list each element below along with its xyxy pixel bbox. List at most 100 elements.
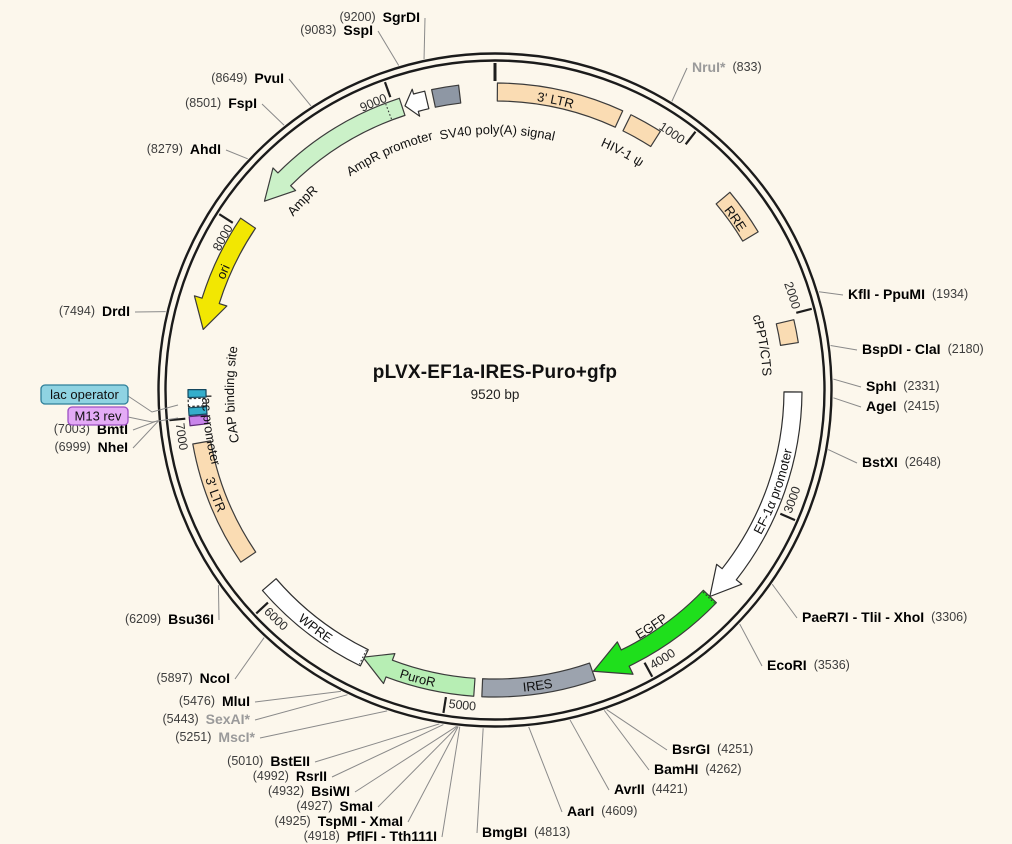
site-label: SphI (2331) [866, 378, 939, 394]
feature-label-cap-binding-site: CAP binding site [222, 345, 242, 444]
site-drdi[interactable]: (7494) DrdI [59, 303, 166, 319]
site-tspmixmai[interactable]: (4925) TspMI - XmaI [275, 726, 459, 829]
site-label: (5010) BstEII [227, 753, 310, 769]
tick-4000 [643, 662, 654, 678]
feature-sv40-polya[interactable]: SV40 poly(A) signal [431, 84, 557, 144]
feature-ltr3-top[interactable]: 3' LTR [496, 82, 624, 128]
tick-2000 [795, 307, 813, 314]
site-nhei[interactable]: (6999) NheI [55, 421, 159, 455]
site-label: (5443) SexAI* [163, 711, 251, 727]
site-label: (4918) PflFI - Tth111I [304, 828, 437, 844]
tick-1000 [684, 130, 697, 145]
tick-7000 [169, 417, 186, 422]
feature-label-sv40-polya: SV40 poly(A) signal [438, 122, 556, 144]
tick-label-2000: 2000 [781, 280, 803, 311]
callout-label-lac-operator: lac operator [50, 387, 119, 402]
site-label: (5251) MscI* [175, 729, 255, 745]
site-label: (8501) FspI [185, 95, 257, 111]
feature-ori[interactable]: ori [193, 217, 257, 331]
site-aari[interactable]: AarI (4609) [528, 726, 638, 819]
site-paer7itliixhoi[interactable]: PaeR7I - TliI - XhoI (3306) [771, 583, 967, 625]
site-bsiwi[interactable]: (4932) BsiWI [268, 725, 457, 799]
site-label: BsrGI (4251) [672, 741, 753, 757]
site-kflippumi[interactable]: KflI - PpuMI (1934) [818, 286, 968, 302]
site-label: BamHI (4262) [654, 761, 742, 777]
site-nrui[interactable]: NruI* (833) [671, 59, 762, 102]
feature-rre[interactable]: RRE [715, 191, 759, 242]
plasmid-backbone [157, 52, 833, 728]
tick-label-7000: 7000 [173, 422, 191, 451]
site-label: (4932) BsiWI [268, 783, 350, 799]
callout-lac-operator[interactable]: lac operator [40, 384, 179, 413]
callout-label-m13-rev: M13 rev [75, 408, 122, 423]
site-bmgbi[interactable]: BmgBI (4813) [476, 728, 570, 840]
site-label: (9083) SspI [300, 22, 373, 38]
feature-cap-binding-site[interactable]: CAP binding site [187, 345, 242, 444]
site-sphi[interactable]: SphI (2331) [833, 378, 939, 394]
callouts: lac operator M13 rev [40, 384, 179, 426]
feature-ires[interactable]: IRES [481, 662, 597, 698]
site-sexai[interactable]: (5443) SexAI* [163, 694, 348, 727]
site-label: (8649) PvuI [211, 70, 284, 86]
site-pflfitth111i[interactable]: (4918) PflFI - Tth111I [304, 726, 461, 844]
site-label: PaeR7I - TliI - XhoI (3306) [802, 609, 967, 625]
tick-label-5000: 5000 [448, 697, 477, 714]
site-label: NruI* (833) [692, 59, 762, 75]
site-msci[interactable]: (5251) MscI* [175, 710, 388, 745]
tick-label-1000: 1000 [656, 119, 687, 146]
feature-egfp[interactable]: EGFP [592, 589, 717, 675]
callout-m13-rev[interactable]: M13 rev [67, 406, 179, 426]
site-fspi[interactable]: (8501) FspI [185, 95, 285, 126]
site-agei[interactable]: AgeI (2415) [833, 397, 939, 414]
tick-8000 [218, 213, 234, 224]
site-label: (9200) SgrDI [340, 9, 420, 25]
feature-m13-rev-site[interactable] [188, 414, 209, 427]
site-label: (5476) MluI [179, 693, 250, 709]
feature-cppt-cts[interactable]: cPPT/CTS [750, 313, 799, 377]
feature-ltr3-left[interactable]: 3' LTR [192, 440, 257, 563]
site-bspdiclai[interactable]: BspDI - ClaI (2180) [830, 341, 984, 357]
site-label: (4927) SmaI [296, 798, 373, 814]
site-label: (8279) AhdI [147, 141, 221, 157]
site-rsrii[interactable]: (4992) RsrII [253, 724, 444, 784]
site-label: (6999) NheI [55, 439, 128, 455]
site-mlui[interactable]: (5476) MluI [179, 690, 341, 709]
site-label: AvrII (4421) [614, 781, 688, 797]
site-label: (5897) NcoI [157, 670, 230, 686]
tick-6000 [255, 601, 269, 615]
site-ncoi[interactable]: (5897) NcoI [157, 637, 265, 686]
site-label: EcoRI (3536) [767, 657, 850, 673]
tick-3000 [779, 512, 796, 522]
site-bamhi[interactable]: BamHI (4262) [603, 710, 742, 777]
restriction-sites: NruI* (833) KflI - PpuMI (1934) BspDI - ClaI… [54, 9, 984, 844]
site-bstxi[interactable]: BstXI (2648) [828, 449, 941, 470]
site-label: (4925) TspMI - XmaI [275, 813, 403, 829]
site-sgrdi[interactable]: (9200) SgrDI [340, 9, 426, 60]
tick-9000 [383, 81, 392, 98]
site-label: (7494) DrdI [59, 303, 130, 319]
site-label: KflI - PpuMI (1934) [848, 286, 968, 302]
site-sspi[interactable]: (9083) SspI [300, 22, 400, 66]
site-label: (6209) Bsu36I [125, 611, 214, 627]
site-label: BmgBI (4813) [482, 824, 570, 840]
feature-label-ires: IRES [522, 676, 554, 695]
site-label: BspDI - ClaI (2180) [862, 341, 984, 357]
site-avrii[interactable]: AvrII (4421) [569, 719, 688, 797]
site-label: AarI (4609) [567, 803, 637, 819]
site-smai[interactable]: (4927) SmaI [296, 726, 459, 814]
site-bsteii[interactable]: (5010) BstEII [227, 723, 440, 769]
site-label: AgeI (2415) [866, 398, 939, 414]
site-label: BstXI (2648) [862, 454, 941, 470]
site-bsu36i[interactable]: (6209) Bsu36I [125, 585, 220, 627]
feature-lac-operator-site[interactable] [187, 406, 208, 417]
site-ecori[interactable]: EcoRI (3536) [739, 623, 850, 673]
site-ahdi[interactable]: (8279) AhdI [147, 141, 248, 160]
site-bsrgi[interactable]: BsrGI (4251) [606, 709, 754, 757]
feature-puror[interactable]: PuroR [362, 653, 476, 697]
site-pvui[interactable]: (8649) PvuI [211, 70, 312, 107]
feature-label-ori: ori [213, 262, 233, 281]
